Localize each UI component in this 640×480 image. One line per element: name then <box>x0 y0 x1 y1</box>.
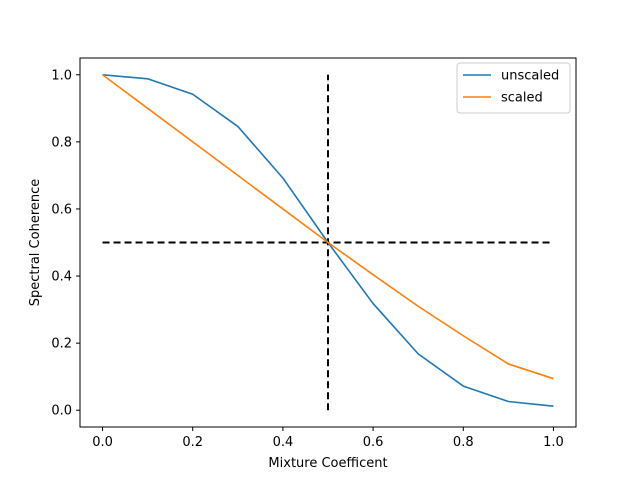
y-tick-label: 0.0 <box>51 404 72 419</box>
series-line-scaled <box>102 74 554 380</box>
x-tick-label: 0.4 <box>273 435 294 450</box>
x-tick-label: 0.6 <box>363 435 384 450</box>
legend-label-unscaled: unscaled <box>501 69 559 84</box>
x-tick-label: 0.0 <box>92 435 113 450</box>
x-axis-ticks: 0.0 0.2 0.4 0.6 0.8 1.0 <box>92 427 564 450</box>
series-lines <box>102 73 554 407</box>
x-tick-label: 0.8 <box>453 435 474 450</box>
legend: unscaled scaled <box>456 62 571 114</box>
y-tick-label: 0.8 <box>51 135 72 150</box>
y-axis-label: Spectral Coherence <box>28 179 43 307</box>
y-tick-label: 1.0 <box>51 68 72 83</box>
plot-frame <box>79 57 577 428</box>
legend-label-scaled: scaled <box>501 91 543 106</box>
y-tick-label: 0.2 <box>51 337 72 352</box>
x-tick-label: 0.2 <box>182 435 203 450</box>
x-tick-label: 1.0 <box>543 435 564 450</box>
x-axis-label: Mixture Coefficent <box>268 456 387 471</box>
y-tick-label: 0.6 <box>51 202 72 217</box>
y-axis-ticks: 0.0 0.2 0.4 0.6 0.8 1.0 <box>51 68 80 419</box>
y-tick-label: 0.4 <box>51 270 72 285</box>
